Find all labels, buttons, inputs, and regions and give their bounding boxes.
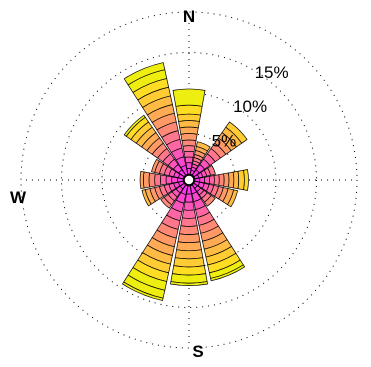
sector-292.5-bin-7 — [151, 158, 160, 173]
sector-270-bin-5 — [154, 173, 162, 187]
grid-ring-10-percent — [101, 92, 277, 268]
compass-label-north: N — [183, 7, 195, 26]
sector-0-bin-3 — [184, 156, 194, 164]
sector-270-bin-8 — [139, 170, 145, 190]
sector-180-bin-7 — [177, 233, 201, 244]
sector-90-bin-3 — [204, 175, 210, 185]
sector-202.5-bin-14 — [121, 281, 164, 301]
sector-315-bin-12 — [123, 114, 146, 137]
sector-45-bin-10 — [225, 121, 248, 144]
sector-180-bin-6 — [178, 225, 200, 235]
sector-0-bin-2 — [185, 162, 193, 169]
sector-90-bin-4 — [208, 175, 215, 185]
sector-22.5-bin-9 — [195, 141, 211, 152]
grid-ring-15-percent — [61, 52, 317, 308]
sector-90-bin-5 — [213, 174, 220, 186]
sector-0-bin-8 — [179, 126, 199, 135]
sector-0-bin-9 — [178, 120, 200, 129]
sector-180-bin-4 — [181, 209, 197, 219]
sector-180-bin-8 — [176, 241, 202, 252]
ring-label-15-percent: 15% — [255, 63, 289, 82]
sector-157.5-bin-13 — [210, 264, 246, 282]
sector-90-bin-7 — [223, 172, 230, 188]
sector-90-bin-8 — [227, 171, 235, 189]
ring-label-10-percent: 10% — [233, 97, 267, 116]
sector-270-bin-4 — [159, 174, 167, 186]
sector-135-bin-6 — [203, 194, 216, 207]
sector-180-bin-2 — [184, 193, 194, 203]
sector-180-bin-13 — [170, 281, 208, 286]
sector-0-bin-7 — [180, 133, 198, 142]
sector-0-bin-10 — [177, 113, 201, 122]
sector-90-bin-6 — [218, 173, 225, 187]
sector-270-bin-6 — [148, 172, 156, 188]
compass-label-west: W — [10, 188, 27, 207]
sector-0-bin-4 — [183, 150, 195, 158]
wind-sectors — [121, 62, 249, 301]
compass-label-south: S — [192, 342, 203, 361]
grid-ring-20-percent — [20, 11, 358, 349]
sector-90-bin-9 — [232, 170, 240, 190]
sector-180-bin-10 — [173, 257, 205, 268]
sector-0-bin-6 — [181, 139, 197, 147]
sector-247.5-bin-9 — [141, 189, 152, 207]
sector-180-bin-3 — [183, 201, 195, 211]
chart-labels: 5% 10% 15% N S W — [10, 7, 289, 361]
sector-270-bin-7 — [142, 171, 151, 189]
sector-180-bin-11 — [171, 265, 207, 276]
sector-90-bin-2 — [199, 176, 206, 184]
sector-0-bin-5 — [182, 145, 196, 153]
sector-270-bin-3 — [165, 175, 173, 185]
sector-180-bin-5 — [180, 217, 198, 227]
sector-0-bin-12 — [172, 88, 206, 107]
ring-label-5-percent: 5% — [212, 132, 237, 151]
sector-180-bin-9 — [174, 249, 204, 260]
sector-225-bin-6 — [160, 196, 173, 209]
sector-112.5-bin-9 — [226, 189, 239, 208]
sector-67.5-bin-5 — [207, 164, 216, 176]
sector-90-bin-10 — [237, 169, 245, 191]
calm-circle — [183, 174, 195, 186]
sector-90-bin-11 — [243, 169, 249, 191]
sector-180-bin-12 — [170, 273, 208, 284]
sector-270-bin-2 — [171, 176, 178, 184]
sector-337.5-bin-13 — [123, 62, 166, 86]
sector-0-bin-11 — [175, 104, 203, 116]
